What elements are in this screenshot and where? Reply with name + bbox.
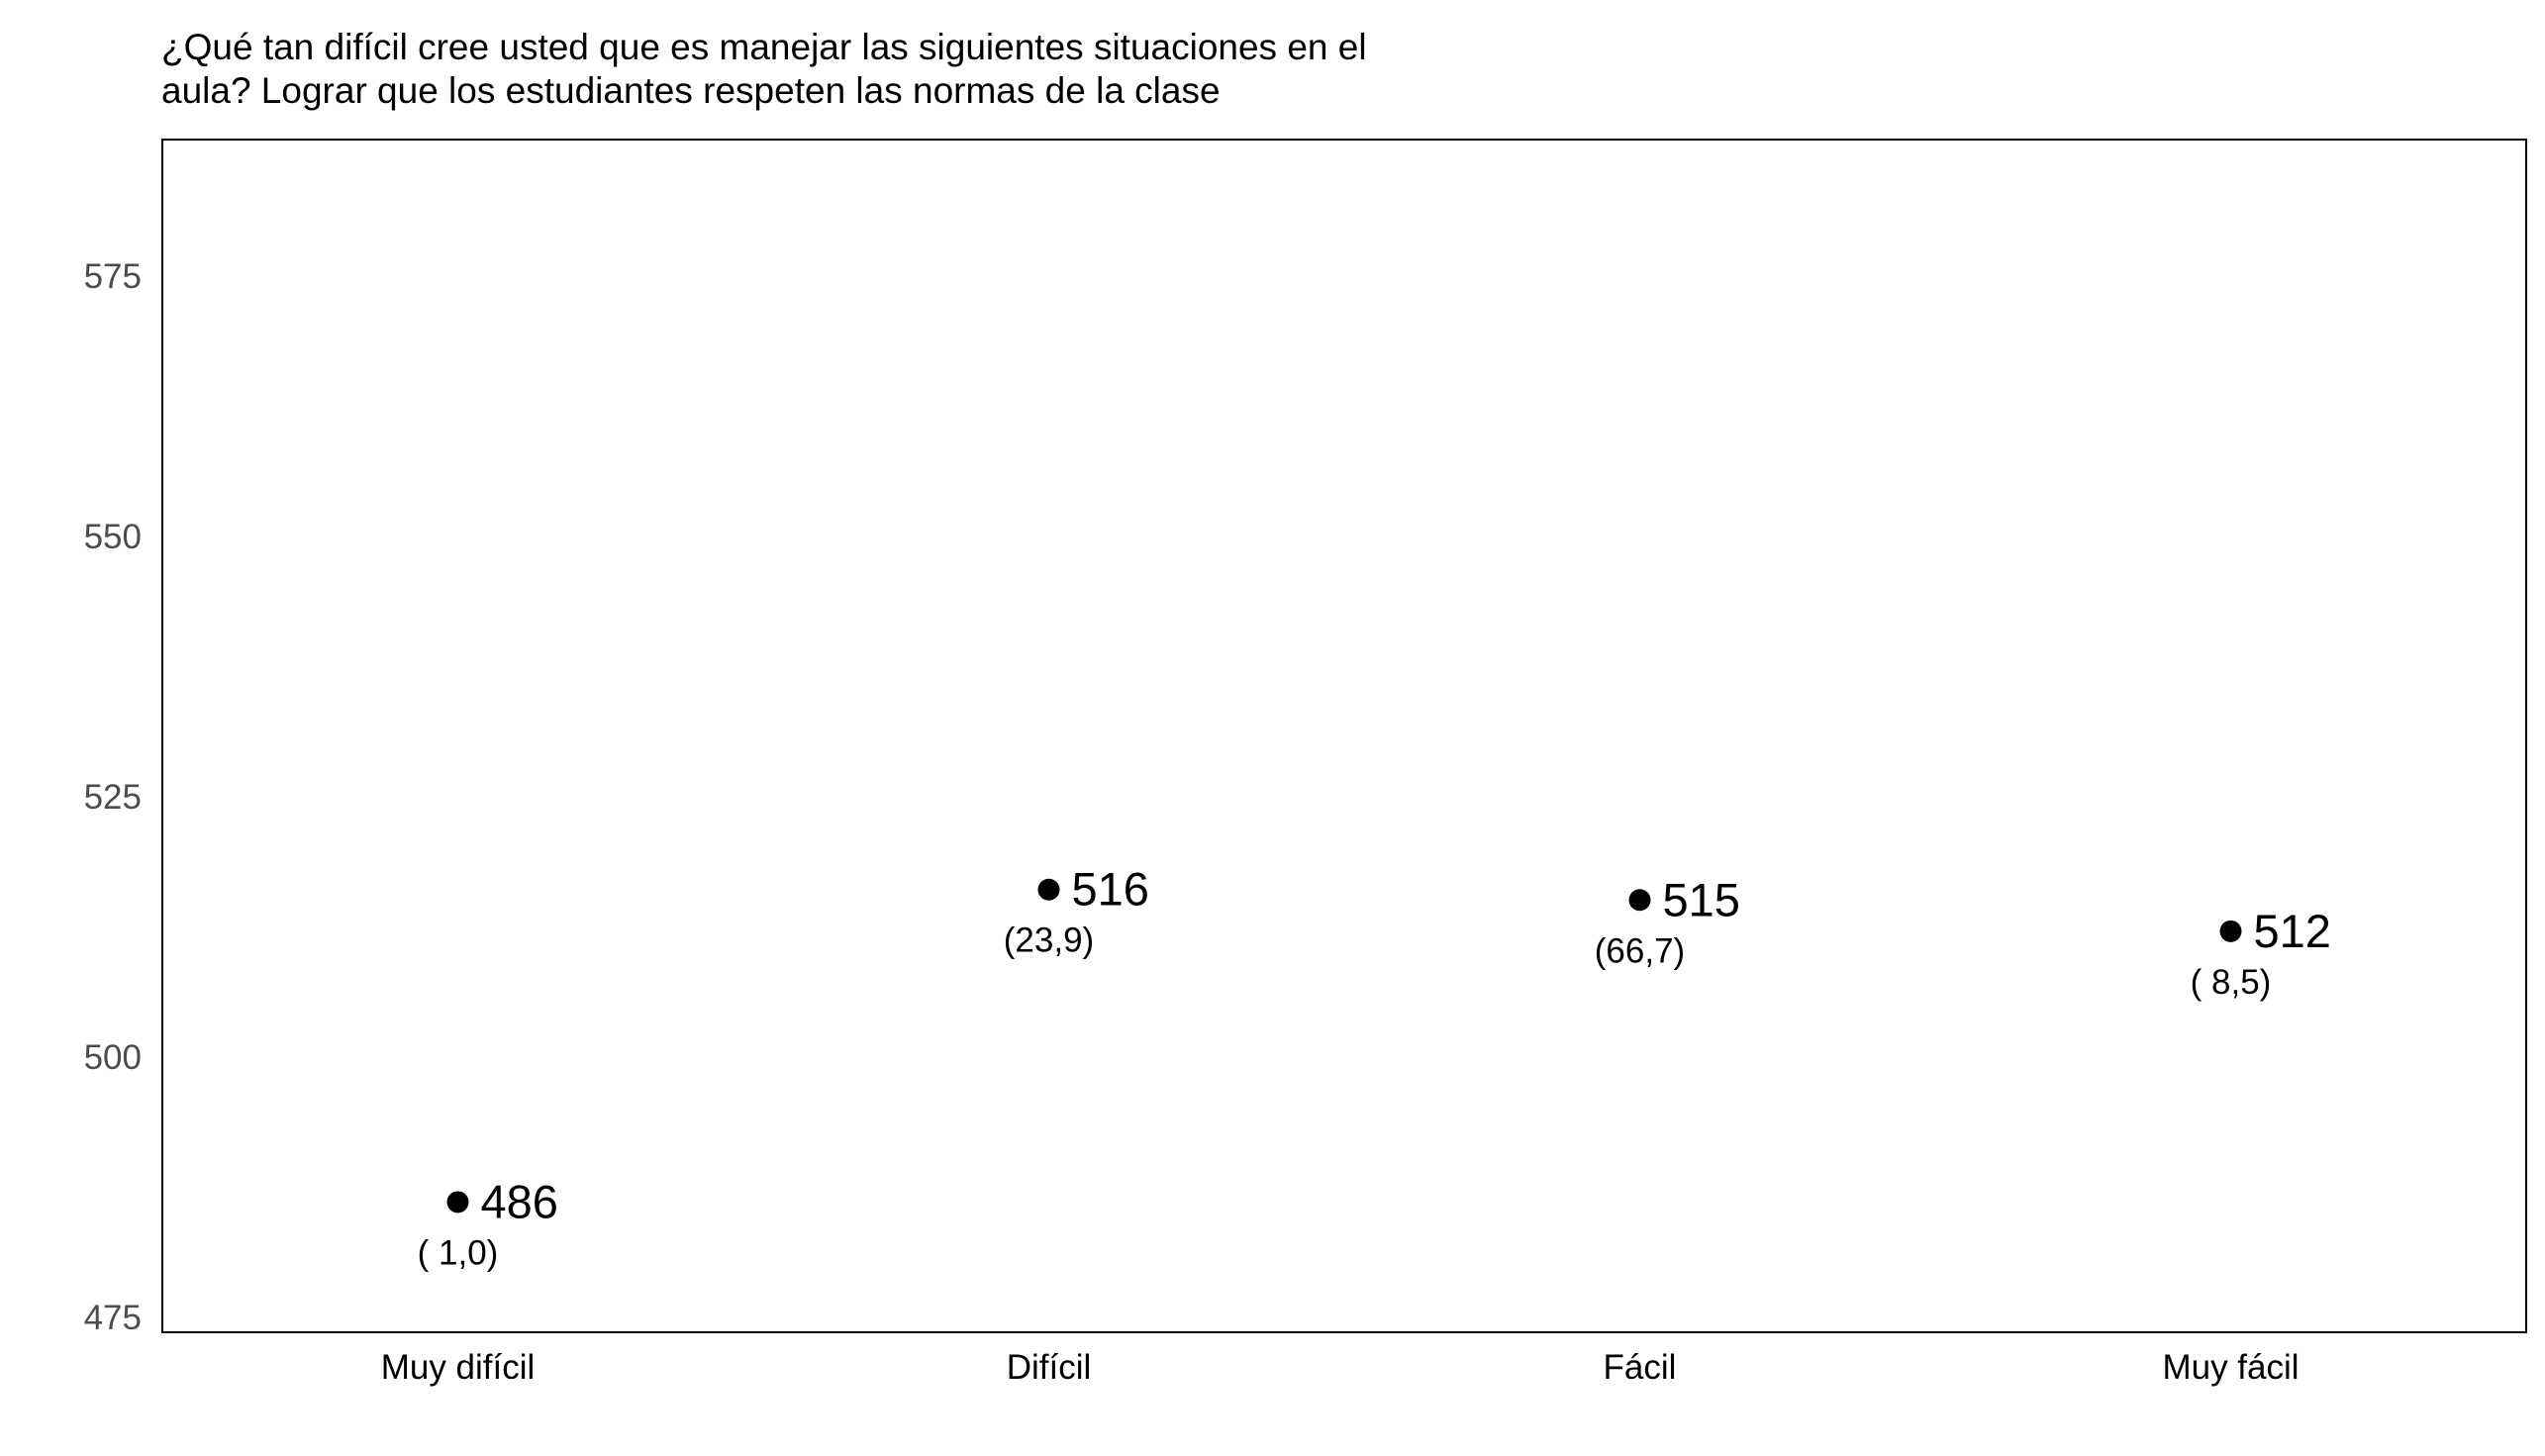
data-points: 486 ( 1,0) 516 (23,9) 515 (66,7) 512 ( 8,5) (418, 863, 2331, 1273)
data-point (446, 1191, 469, 1213)
data-value-label: 486 (481, 1175, 558, 1227)
chart-title: ¿Qué tan difícil cree usted que es manej… (161, 26, 1367, 113)
data-percent-label: ( 1,0) (418, 1233, 499, 1272)
x-tick-label: Difícil (1007, 1348, 1092, 1387)
y-tick-label: 550 (84, 518, 142, 556)
data-point (1037, 878, 1060, 901)
y-tick-label: 575 (84, 257, 142, 296)
y-tick-label: 475 (84, 1299, 142, 1337)
x-tick-label: Muy difícil (381, 1348, 536, 1387)
x-tick-label: Fácil (1604, 1348, 1677, 1387)
data-percent-label: (66,7) (1595, 931, 1685, 970)
chart-title-line-1: ¿Qué tan difícil cree usted que es manej… (161, 27, 1367, 67)
data-value-label: 515 (1663, 873, 1740, 925)
data-value-label: 512 (2254, 905, 2331, 957)
y-tick-label: 500 (84, 1038, 142, 1077)
data-point (1628, 889, 1651, 912)
plot-panel-border (161, 139, 2527, 1333)
y-tick-label: 525 (84, 778, 142, 817)
x-tick-label: Muy fácil (2162, 1348, 2299, 1387)
data-percent-label: (23,9) (1004, 922, 1094, 960)
y-axis: 475 500 525 550 575 (84, 257, 142, 1337)
x-axis: Muy difícil Difícil Fácil Muy fácil (381, 1348, 2300, 1387)
data-percent-label: ( 8,5) (2191, 963, 2272, 1002)
data-point (2219, 920, 2242, 942)
chart-title-line-2: aula? Lograr que los estudiantes respete… (161, 70, 1221, 111)
data-value-label: 516 (1072, 863, 1149, 916)
